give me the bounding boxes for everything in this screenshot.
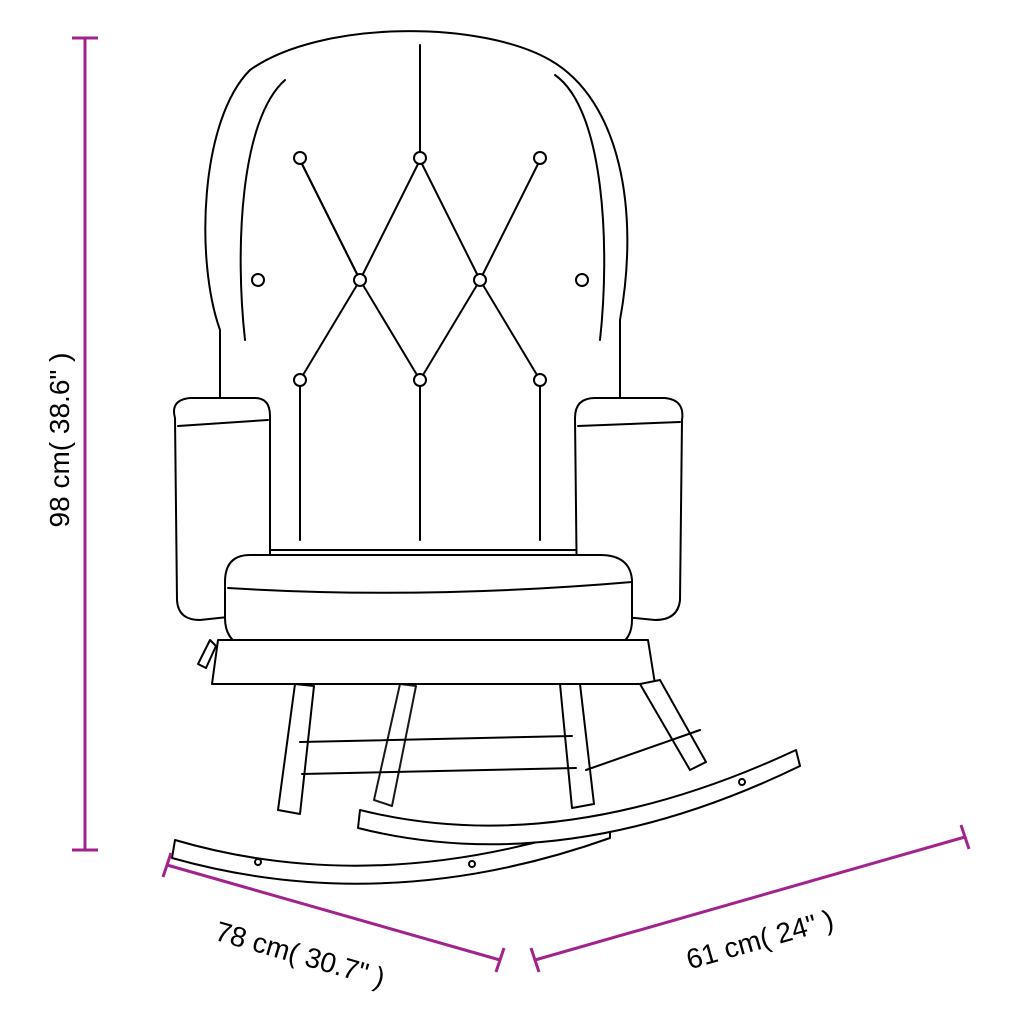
dim-height-label: 98 cm( 38.6" )	[44, 353, 76, 528]
dimension-diagram: 98 cm( 38.6" ) 78 cm( 30.7" ) 61 cm( 24"…	[0, 0, 1024, 1024]
chair-line-art	[172, 31, 800, 884]
diagram-svg	[0, 0, 1024, 1024]
